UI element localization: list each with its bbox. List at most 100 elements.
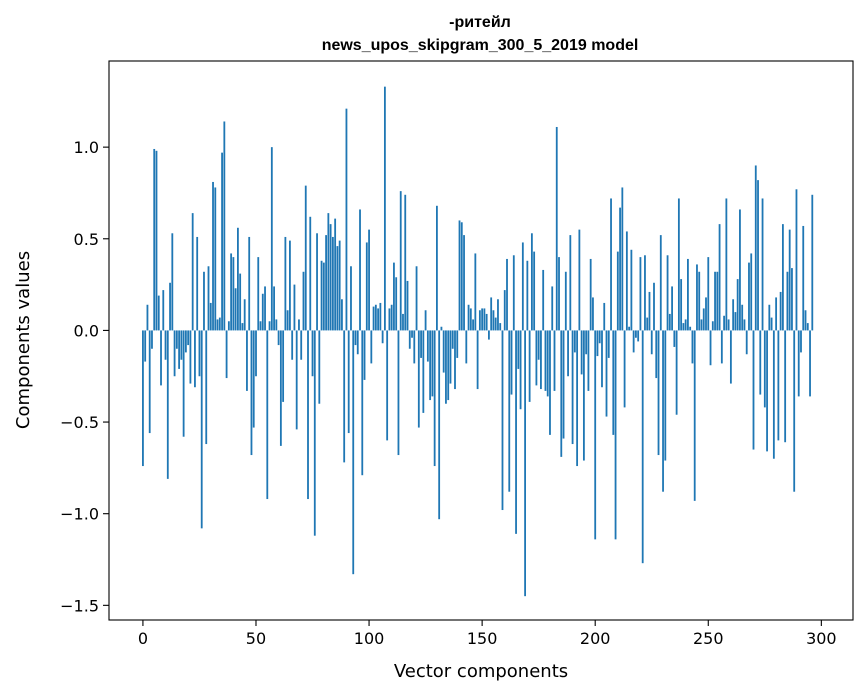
bar-component-237 — [677, 198, 680, 331]
bar-component-50 — [255, 330, 257, 377]
bar-component-95 — [356, 330, 359, 355]
bar-component-194 — [580, 330, 583, 375]
bar-component-199 — [592, 297, 594, 331]
bar-component-254 — [716, 271, 719, 331]
bar-component-82 — [327, 213, 330, 331]
bar-component-129 — [433, 330, 436, 467]
y-axis-label: Components values — [13, 251, 34, 429]
bar-component-285 — [786, 271, 789, 331]
bar-component-256 — [720, 330, 723, 364]
bar-component-72 — [304, 185, 307, 331]
bar-component-180 — [549, 330, 551, 435]
bar-component-59 — [275, 319, 278, 331]
bar-component-242 — [689, 326, 692, 331]
bar-component-233 — [668, 313, 671, 331]
bar-component-126 — [426, 330, 429, 362]
bar-component-188 — [567, 330, 569, 377]
bar-component-222 — [644, 255, 646, 331]
bar-component-218 — [635, 330, 637, 338]
bar-component-121 — [415, 266, 418, 331]
bar-component-212 — [621, 187, 624, 331]
bar-component-138 — [454, 330, 456, 390]
bar-component-23 — [194, 330, 196, 388]
bar-component-106 — [381, 330, 384, 344]
x-tick-label: 100 — [354, 629, 385, 648]
bar-component-262 — [734, 312, 737, 331]
bar-component-40 — [232, 257, 235, 331]
bar-component-214 — [625, 231, 628, 331]
bar-component-147 — [474, 253, 477, 331]
bar-component-235 — [673, 330, 676, 347]
bar-component-90 — [345, 108, 348, 331]
bar-component-49 — [252, 330, 255, 428]
bar-component-87 — [338, 240, 341, 331]
bar-component-271 — [754, 165, 757, 331]
bar-component-241 — [687, 258, 689, 331]
plot-frame — [108, 60, 854, 621]
bar-component-182 — [553, 330, 556, 391]
bar-component-16 — [178, 330, 181, 369]
bar-component-86 — [336, 246, 339, 331]
bar-component-41 — [234, 288, 237, 331]
bar-component-192 — [576, 330, 579, 467]
bar-component-173 — [533, 251, 536, 331]
bar-component-54 — [264, 286, 266, 331]
bar-component-10 — [164, 330, 167, 360]
bar-component-229 — [659, 235, 662, 331]
bar-component-246 — [698, 271, 701, 331]
bar-component-183 — [555, 126, 558, 331]
bar-component-105 — [379, 302, 382, 331]
bar-component-278 — [770, 317, 773, 331]
bar-component-230 — [662, 330, 664, 492]
bar-component-279 — [772, 330, 775, 459]
bar-component-55 — [266, 330, 269, 500]
y-tick-label: −1.0 — [60, 505, 99, 524]
bar-component-213 — [623, 330, 626, 408]
bar-component-205 — [605, 330, 608, 417]
bar-component-64 — [286, 310, 289, 331]
bar-component-29 — [207, 266, 210, 331]
bar-component-24 — [196, 236, 199, 331]
bar-component-1 — [144, 330, 147, 362]
bar-component-167 — [519, 330, 522, 410]
bar-component-164 — [512, 255, 515, 331]
bar-component-226 — [653, 282, 655, 331]
bar-component-184 — [558, 257, 560, 331]
bar-component-70 — [300, 330, 303, 360]
bar-component-223 — [646, 317, 649, 331]
bar-component-249 — [705, 297, 707, 331]
bar-component-128 — [431, 330, 434, 397]
bar-component-280 — [775, 297, 778, 331]
bar-component-243 — [691, 330, 694, 364]
bar-component-42 — [237, 227, 239, 331]
bar-component-268 — [748, 262, 750, 331]
bar-component-244 — [693, 330, 696, 501]
bar-component-267 — [745, 330, 748, 355]
bar-component-77 — [316, 233, 318, 331]
bar-component-275 — [763, 330, 766, 408]
bar-component-221 — [641, 330, 644, 564]
bar-component-93 — [352, 330, 355, 575]
bar-component-130 — [436, 205, 438, 331]
bar-component-171 — [528, 330, 531, 402]
bar-component-252 — [711, 321, 714, 331]
bar-component-110 — [390, 304, 393, 331]
bar-component-0 — [142, 330, 144, 467]
x-tick-label: 250 — [693, 629, 724, 648]
bar-component-185 — [560, 330, 563, 457]
bar-component-283 — [781, 224, 784, 331]
bar-component-37 — [225, 330, 228, 379]
bar-component-161 — [506, 258, 508, 331]
bar-component-149 — [478, 310, 481, 331]
bar-component-43 — [239, 273, 242, 331]
bar-component-127 — [429, 330, 432, 401]
y-tick-label: 0.0 — [74, 321, 99, 340]
bar-component-11 — [166, 330, 169, 479]
bar-component-118 — [408, 330, 411, 349]
bar-component-35 — [221, 152, 223, 331]
bar-component-216 — [630, 249, 633, 331]
x-tick-label: 300 — [806, 629, 837, 648]
bar-component-125 — [424, 310, 427, 331]
bar-component-287 — [791, 268, 793, 331]
